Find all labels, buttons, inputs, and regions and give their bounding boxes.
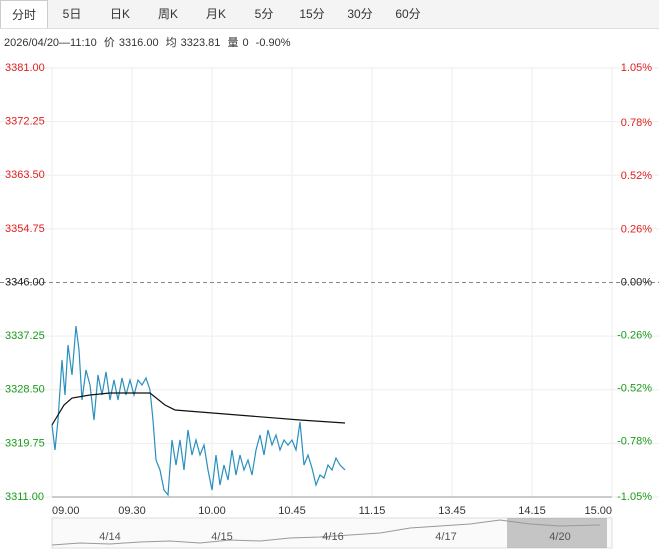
y-tick-label: 3328.50: [5, 384, 45, 396]
y-tick-label: 3346.00: [5, 276, 45, 288]
x-tick-label: 13.45: [438, 505, 466, 517]
tab[interactable]: 周K: [157, 7, 178, 21]
y-tick-label: 3354.75: [5, 223, 45, 235]
y2-tick-label: -0.78%: [617, 436, 652, 448]
y-tick-label: 3319.75: [5, 437, 45, 449]
avg: 3323.81: [180, 37, 221, 49]
volume-label: 量: [227, 37, 239, 49]
y-tick-label: 3363.50: [5, 169, 45, 181]
x-tick-label: 09.30: [118, 505, 146, 517]
y2-tick-label: 0.26%: [621, 223, 652, 235]
series-line: [51, 325, 346, 497]
y2-tick-label: 1.05%: [621, 62, 652, 74]
price: 3316.00: [118, 37, 159, 49]
volume: 0: [242, 37, 249, 49]
y-tick-label: 3381.00: [5, 62, 45, 74]
x-tick-label: 10.45: [278, 505, 306, 517]
tab[interactable]: 5日: [62, 7, 82, 21]
tab[interactable]: 分时: [0, 0, 48, 28]
navigator-window[interactable]: [507, 518, 607, 548]
price-label: 价: [103, 37, 115, 49]
y2-tick-label: 0.52%: [621, 170, 652, 182]
x-tick-label: 15.00: [584, 505, 612, 517]
navigator-date: 4/15: [211, 531, 232, 543]
tab[interactable]: 15分: [299, 7, 325, 21]
y-tick-label: 3311.00: [5, 491, 44, 503]
navigator-date: 4/20: [549, 531, 570, 543]
y2-tick-label: 0.00%: [621, 276, 652, 288]
navigator-date: 4/17: [435, 531, 456, 543]
y2-tick-label: -0.52%: [617, 383, 652, 395]
y2-tick-label: 0.78%: [621, 117, 652, 129]
navigator-date: 4/14: [99, 531, 120, 543]
y-tick-label: 3372.25: [5, 116, 45, 128]
x-tick-label: 10.00: [198, 505, 226, 517]
tab-bar: 分时 5日 日K 周K 月K 5分 15分 30分 60分: [0, 0, 659, 29]
navigator-date: 4/16: [322, 531, 343, 543]
series-line: [51, 392, 346, 426]
avg-label: 均: [165, 37, 177, 49]
x-tick-label: 09.00: [52, 505, 80, 517]
y2-tick-label: -1.05%: [617, 491, 652, 503]
time: 2026/04/20—11:10: [4, 37, 97, 49]
x-tick-label: 14.15: [518, 505, 546, 517]
change: -0.90%: [255, 37, 291, 49]
tab[interactable]: 60分: [395, 7, 421, 21]
tab[interactable]: 5分: [254, 7, 274, 21]
y-tick-label: 3337.25: [5, 330, 45, 342]
tab[interactable]: 日K: [109, 7, 130, 21]
x-tick-label: 11.15: [359, 505, 386, 517]
y2-tick-label: -0.26%: [617, 330, 652, 342]
navigator-line: [51, 519, 601, 546]
tab[interactable]: 30分: [347, 7, 373, 21]
tab[interactable]: 月K: [205, 7, 226, 21]
